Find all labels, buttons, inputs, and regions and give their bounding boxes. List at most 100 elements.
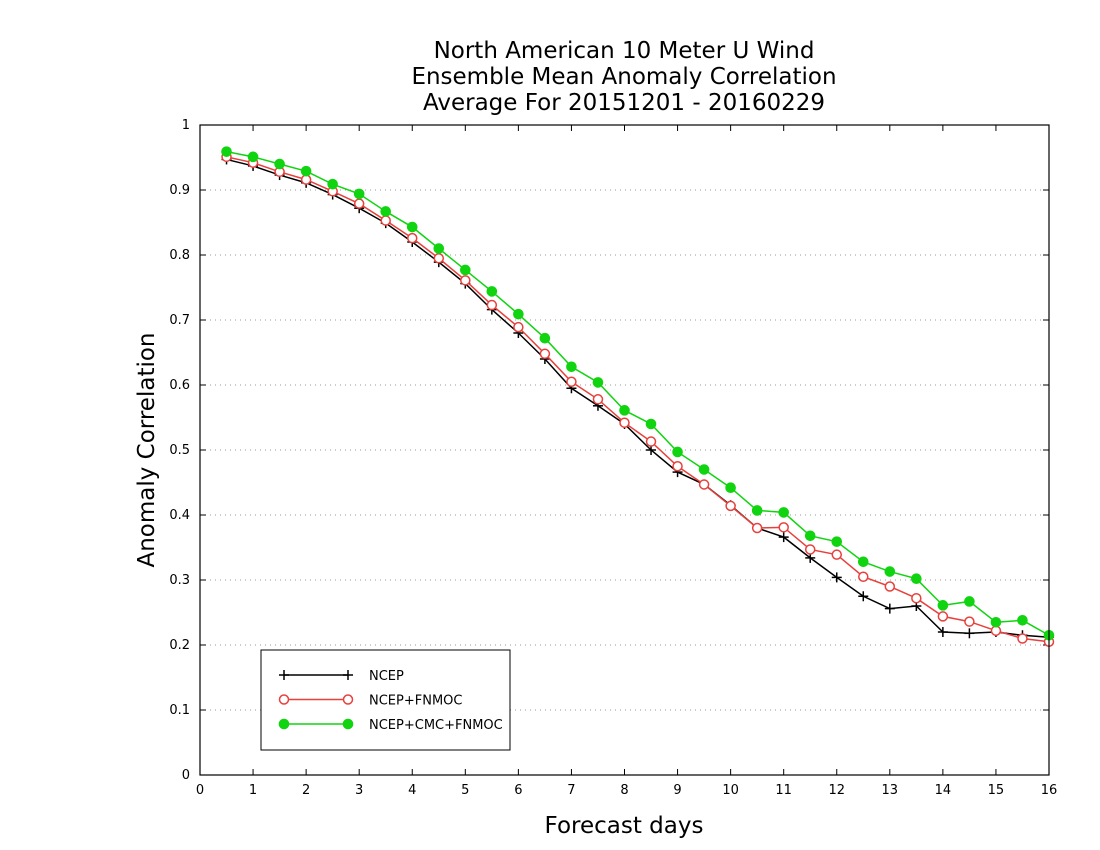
- data-point: [300, 165, 312, 177]
- x-tick-label: 7: [567, 783, 575, 798]
- y-tick-label: 0.2: [169, 638, 190, 653]
- data-point: [698, 479, 710, 490]
- chart-title-line-2: Ensemble Mean Anomaly Correlation: [411, 64, 836, 90]
- data-point: [486, 286, 498, 297]
- data-point: [539, 348, 551, 360]
- x-tick-label: 0: [196, 783, 204, 798]
- data-point: [645, 436, 657, 447]
- data-point: [486, 299, 498, 311]
- data-point: [460, 275, 471, 286]
- data-point: [884, 581, 896, 592]
- data-point: [592, 394, 604, 405]
- data-point: [858, 591, 869, 602]
- data-point: [353, 198, 365, 209]
- data-point: [645, 418, 657, 430]
- data-point: [937, 600, 949, 611]
- series-0: [221, 154, 1054, 643]
- data-point: [406, 221, 418, 233]
- data-point: [247, 151, 259, 163]
- data-point: [884, 566, 896, 577]
- x-tick-label: 8: [620, 783, 628, 798]
- data-point: [964, 596, 975, 607]
- data-point: [831, 572, 842, 583]
- y-tick-label: 0.8: [169, 248, 190, 263]
- legend-entry: NCEP+FNMOC: [278, 694, 462, 709]
- y-tick-label: 0.4: [169, 508, 190, 523]
- x-tick-label: 12: [828, 783, 845, 798]
- data-point: [221, 146, 232, 157]
- y-tick-label: 0: [182, 768, 190, 783]
- legend: NCEP NCEP+FNMOC NCEP+CMC+FNMOC: [260, 649, 511, 751]
- data-point: [698, 464, 710, 475]
- x-tick-label: 14: [935, 783, 952, 798]
- legend-marker: [342, 694, 354, 705]
- data-point: [274, 158, 285, 170]
- data-point: [884, 603, 895, 614]
- y-tick-label: 0.7: [169, 313, 190, 328]
- data-point: [566, 361, 577, 373]
- data-point: [380, 206, 392, 217]
- x-tick-label: 10: [722, 783, 739, 798]
- x-tick-label: 15: [988, 783, 1005, 798]
- data-point: [592, 377, 604, 388]
- series-2: [221, 146, 1055, 641]
- legend-marker: [343, 670, 353, 680]
- x-axis-label: Forecast days: [545, 813, 704, 839]
- data-point: [539, 332, 551, 344]
- gridlines: [200, 189, 1049, 711]
- data-point: [725, 500, 736, 512]
- data-point: [1017, 633, 1028, 644]
- axis-ticks: 00.10.20.30.40.50.60.70.80.910 1 2 3 4 5 6 7 8 9 1…: [169, 118, 1057, 798]
- data-point: [1017, 615, 1028, 626]
- y-axis-label: Anomaly Correlation: [134, 332, 160, 567]
- y-tick-label: 0.6: [169, 378, 190, 393]
- data-point: [353, 188, 365, 200]
- x-tick-label: 6: [514, 783, 522, 798]
- x-tick-label: 5: [461, 783, 469, 798]
- data-point: [433, 243, 445, 254]
- data-point: [857, 556, 869, 568]
- x-tick-label: 9: [673, 783, 681, 798]
- data-point: [725, 482, 736, 494]
- data-point: [672, 446, 683, 458]
- y-tick-label: 0.9: [169, 183, 190, 198]
- data-point: [937, 627, 948, 637]
- data-point: [433, 253, 445, 264]
- data-point: [513, 308, 524, 320]
- legend-marker: [278, 718, 290, 730]
- data-point: [300, 174, 312, 185]
- x-tick-label: 11: [775, 783, 792, 798]
- data-point: [831, 536, 843, 547]
- data-point: [751, 505, 763, 516]
- data-point: [778, 522, 789, 533]
- x-tick-label: 2: [302, 783, 310, 798]
- data-point: [964, 628, 975, 639]
- data-point: [804, 544, 816, 555]
- chart-title-line-3: Average For 20151201 - 20160229: [423, 90, 825, 116]
- data-point: [619, 417, 630, 428]
- legend-label: NCEP+CMC+FNMOC: [369, 718, 503, 733]
- x-tick-label: 1: [249, 783, 257, 798]
- y-tick-label: 0.3: [169, 573, 190, 588]
- data-point: [911, 573, 922, 585]
- data-point: [751, 522, 763, 534]
- data-point: [380, 215, 391, 226]
- data-point: [911, 592, 922, 604]
- legend-entry: NCEP: [279, 669, 404, 684]
- y-tick-label: 1: [182, 118, 190, 133]
- x-tick-label: 4: [408, 783, 416, 798]
- data-point: [778, 532, 789, 543]
- legend-label: NCEP+FNMOC: [369, 694, 462, 709]
- legend-marker: [278, 694, 290, 705]
- legend-entry: NCEP+CMC+FNMOC: [278, 718, 503, 733]
- data-point: [778, 507, 789, 518]
- plot-frame: [199, 124, 1050, 776]
- series-1: [221, 151, 1055, 647]
- data-point: [990, 616, 1002, 628]
- data-point: [937, 611, 949, 622]
- data-point: [566, 376, 577, 387]
- x-tick-label: 16: [1041, 783, 1058, 798]
- data-point: [327, 178, 338, 190]
- data-point: [964, 616, 975, 627]
- x-tick-label: 13: [882, 783, 899, 798]
